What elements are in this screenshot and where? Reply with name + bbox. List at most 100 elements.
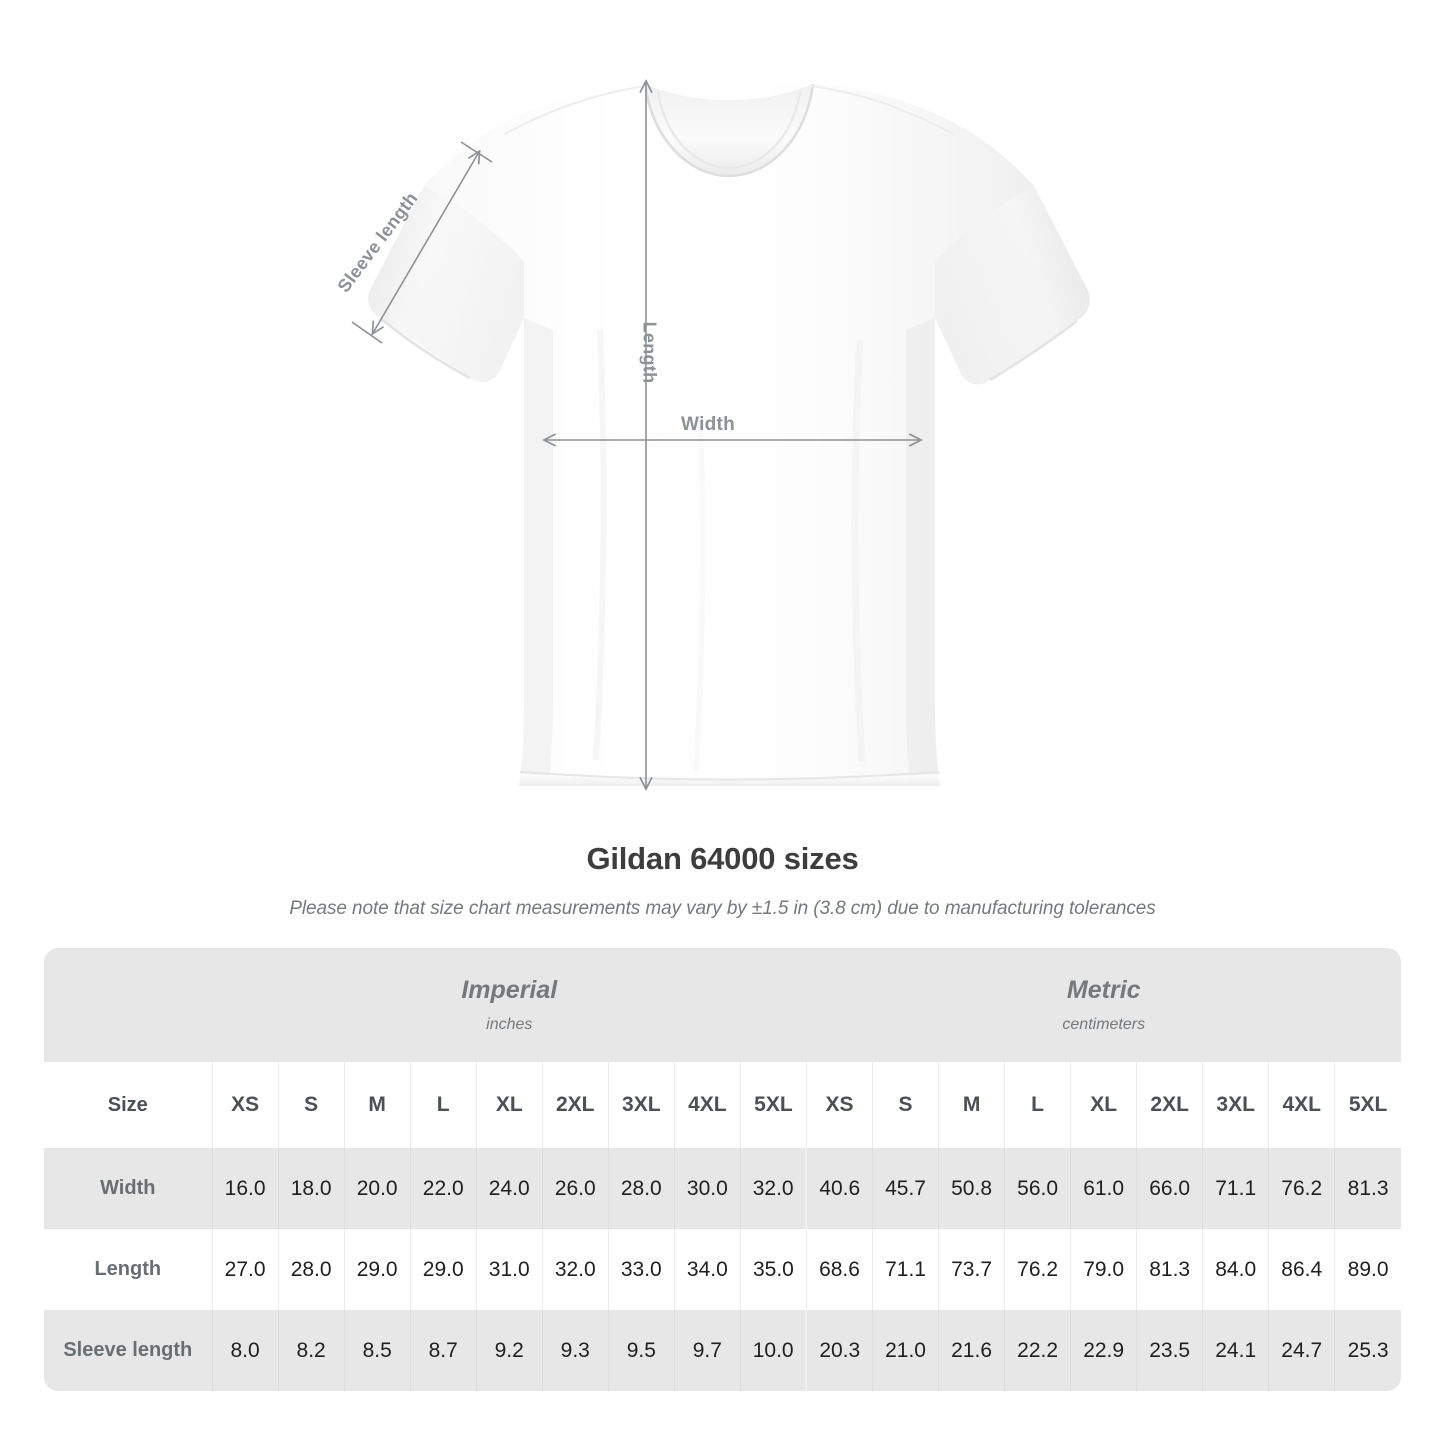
cell-length-imperial-xl: 31.0 (475, 1229, 543, 1310)
cell-length-metric-l: 76.2 (1004, 1229, 1071, 1310)
cell-length-metric-xl: 79.0 (1070, 1229, 1137, 1310)
imperial-sublabel: inches (486, 1015, 533, 1033)
table-row: Sleeve length 8.0 8.2 8.5 8.7 9.2 9.3 9.… (44, 1310, 1401, 1391)
sleeve-length-arrow (373, 152, 479, 333)
cell-sleeve-metric-5xl: 25.3 (1334, 1310, 1401, 1391)
cell-sleeve-imperial-s: 8.2 (277, 1310, 345, 1391)
cell-length-metric-5xl: 89.0 (1334, 1229, 1401, 1310)
cell-sleeve-imperial-xl: 9.2 (475, 1310, 543, 1391)
size-header-imperial-l: L (409, 1062, 477, 1148)
cell-width-imperial-2xl: 26.0 (541, 1148, 609, 1229)
unit-banner-row: Imperial inches Metric centimeters (44, 948, 1401, 1062)
size-header-metric-4xl: 4XL (1268, 1062, 1335, 1148)
size-header-label: Size (44, 1062, 213, 1148)
cell-length-imperial-2xl: 32.0 (541, 1229, 609, 1310)
cell-width-metric-xs: 40.6 (805, 1148, 873, 1229)
cell-sleeve-metric-xl: 22.9 (1070, 1310, 1137, 1391)
cell-length-imperial-5xl: 35.0 (739, 1229, 807, 1310)
cell-length-metric-3xl: 84.0 (1202, 1229, 1269, 1310)
size-header-imperial-3xl: 3XL (607, 1062, 675, 1148)
cell-width-imperial-3xl: 28.0 (607, 1148, 675, 1229)
size-header-metric-xs: XS (805, 1062, 873, 1148)
cell-sleeve-imperial-3xl: 9.5 (607, 1310, 675, 1391)
cell-length-metric-m: 73.7 (938, 1229, 1005, 1310)
cell-sleeve-imperial-2xl: 9.3 (541, 1310, 609, 1391)
imperial-label: Imperial (461, 975, 558, 1004)
width-label: Width (681, 414, 736, 435)
unit-banner-spacer (44, 948, 213, 1062)
size-header-imperial-5xl: 5XL (739, 1062, 807, 1148)
cell-sleeve-metric-2xl: 23.5 (1136, 1310, 1203, 1391)
size-header-imperial-2xl: 2XL (541, 1062, 609, 1148)
cell-width-imperial-l: 22.0 (409, 1148, 477, 1229)
cell-length-imperial-xs: 27.0 (211, 1229, 279, 1310)
unit-banner-imperial: Imperial inches (212, 948, 807, 1062)
size-header-imperial-4xl: 4XL (673, 1062, 741, 1148)
cell-width-imperial-xl: 24.0 (475, 1148, 543, 1229)
cell-sleeve-metric-l: 22.2 (1004, 1310, 1071, 1391)
cell-sleeve-imperial-l: 8.7 (409, 1310, 477, 1391)
size-header-imperial-xs: XS (211, 1062, 279, 1148)
cell-width-imperial-4xl: 30.0 (673, 1148, 741, 1229)
size-header-metric-2xl: 2XL (1136, 1062, 1203, 1148)
tshirt-diagram: Sleeve length Length Width (333, 0, 1090, 830)
metric-label: Metric (1066, 975, 1141, 1004)
cell-width-metric-l: 56.0 (1004, 1148, 1071, 1229)
size-header-metric-s: S (872, 1062, 939, 1148)
size-header-metric-5xl: 5XL (1334, 1062, 1401, 1148)
tolerance-note: Please note that size chart measurements… (289, 898, 1156, 920)
title-block: Gildan 64000 sizes Please note that size… (0, 841, 1445, 920)
metric-sublabel: centimeters (1062, 1015, 1146, 1033)
cell-sleeve-imperial-m: 8.5 (343, 1310, 411, 1391)
row-label-width: Width (44, 1148, 213, 1229)
cell-width-metric-3xl: 71.1 (1202, 1148, 1269, 1229)
page-title: Gildan 64000 sizes (586, 841, 859, 876)
size-header-row: Size XS S M L XL 2XL 3XL 4XL 5XL XS S M … (44, 1062, 1401, 1148)
cell-length-imperial-l: 29.0 (409, 1229, 477, 1310)
cell-sleeve-metric-xs: 20.3 (805, 1310, 873, 1391)
cell-sleeve-imperial-5xl: 10.0 (739, 1310, 807, 1391)
cell-width-metric-5xl: 81.3 (1334, 1148, 1401, 1229)
unit-banner-metric: Metric centimeters (806, 948, 1401, 1062)
table-row: Length 27.0 28.0 29.0 29.0 31.0 32.0 33.… (44, 1229, 1401, 1310)
size-header-metric-xl: XL (1070, 1062, 1137, 1148)
cell-sleeve-imperial-xs: 8.0 (211, 1310, 279, 1391)
size-header-metric-l: L (1004, 1062, 1071, 1148)
size-header-imperial-xl: XL (475, 1062, 543, 1148)
cell-length-imperial-s: 28.0 (277, 1229, 345, 1310)
length-label: Length (639, 321, 660, 384)
cell-length-metric-2xl: 81.3 (1136, 1229, 1203, 1310)
row-label-sleeve-length: Sleeve length (44, 1310, 213, 1391)
cell-sleeve-metric-s: 21.0 (872, 1310, 939, 1391)
cell-width-metric-2xl: 66.0 (1136, 1148, 1203, 1229)
cell-length-imperial-4xl: 34.0 (673, 1229, 741, 1310)
size-header-metric-3xl: 3XL (1202, 1062, 1269, 1148)
sleeve-tick-bottom (351, 321, 383, 344)
row-label-length: Length (44, 1229, 213, 1310)
cell-sleeve-imperial-4xl: 9.7 (673, 1310, 741, 1391)
cell-width-imperial-s: 18.0 (277, 1148, 345, 1229)
cell-sleeve-metric-3xl: 24.1 (1202, 1310, 1269, 1391)
cell-width-metric-m: 50.8 (938, 1148, 1005, 1229)
size-chart-table: Imperial inches Metric centimeters Size … (44, 948, 1401, 1391)
cell-length-imperial-m: 29.0 (343, 1229, 411, 1310)
cell-length-metric-xs: 68.6 (805, 1229, 873, 1310)
cell-width-metric-4xl: 76.2 (1268, 1148, 1335, 1229)
size-header-metric-m: M (938, 1062, 1005, 1148)
cell-length-imperial-3xl: 33.0 (607, 1229, 675, 1310)
cell-width-metric-s: 45.7 (872, 1148, 939, 1229)
size-header-imperial-m: M (343, 1062, 411, 1148)
cell-width-imperial-xs: 16.0 (211, 1148, 279, 1229)
tshirt-illustration (351, 0, 1090, 830)
size-header-imperial-s: S (277, 1062, 345, 1148)
cell-length-metric-4xl: 86.4 (1268, 1229, 1335, 1310)
measurement-guides (351, 82, 920, 788)
cell-sleeve-metric-4xl: 24.7 (1268, 1310, 1335, 1391)
cell-width-metric-xl: 61.0 (1070, 1148, 1137, 1229)
size-chart-table-container: Imperial inches Metric centimeters Size … (44, 948, 1401, 1391)
table-row: Width 16.0 18.0 20.0 22.0 24.0 26.0 28.0… (44, 1148, 1401, 1229)
cell-length-metric-s: 71.1 (872, 1229, 939, 1310)
cell-sleeve-metric-m: 21.6 (938, 1310, 1005, 1391)
cell-width-imperial-m: 20.0 (343, 1148, 411, 1229)
cell-width-imperial-5xl: 32.0 (739, 1148, 807, 1229)
